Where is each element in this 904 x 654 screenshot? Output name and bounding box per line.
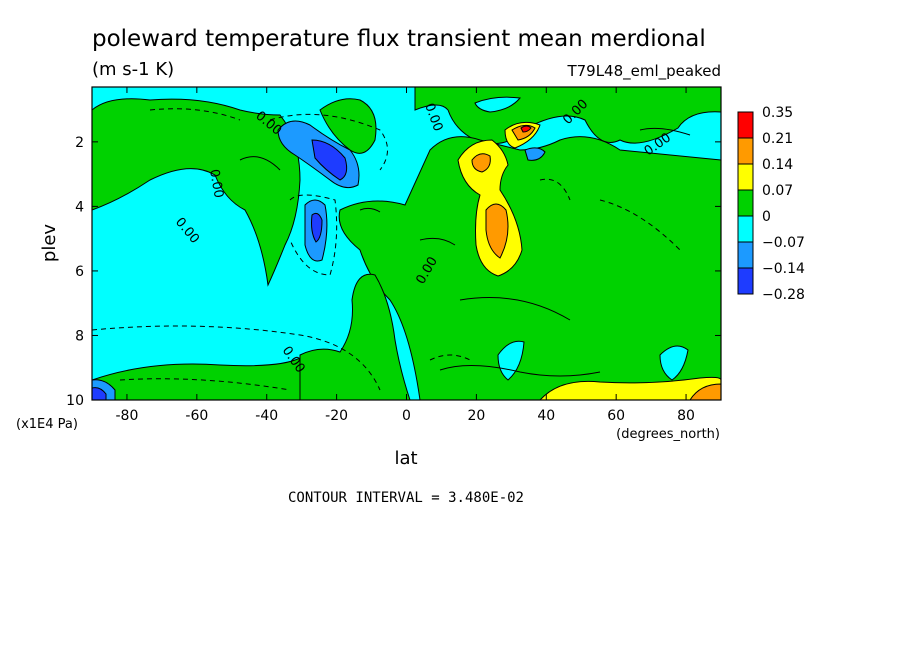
x-tick-label: 80 (677, 408, 695, 424)
dashed-contours (92, 108, 681, 391)
region-sh-lower (299, 273, 411, 400)
y-tick-label: 10 (66, 393, 84, 409)
colorbar-swatch (737, 241, 754, 269)
contour-interval: CONTOUR INTERVAL = 3.480E-02 (288, 490, 524, 506)
y-tick-label: 2 (75, 135, 84, 151)
colorbar-swatch (737, 137, 754, 165)
colorbar-swatch (737, 111, 754, 139)
x-tick-label: 0 (402, 408, 411, 424)
island-nh-upper (474, 96, 521, 113)
min-25s-upper-core (311, 139, 348, 181)
island-nh-70 (659, 345, 689, 381)
y-tick-label: 6 (75, 264, 84, 280)
negative-minima (92, 120, 546, 400)
negative-islands (474, 96, 689, 381)
x-tick-label: -80 (116, 408, 139, 424)
colorbar-swatch (737, 267, 754, 295)
units-label: (m s-1 K) (92, 59, 174, 80)
x-axis: -80 -60 -40 -20 0 20 40 60 80 (116, 87, 695, 424)
chart-title: poleward temperature flux transient mean… (92, 26, 706, 52)
x-axis-units: (degrees_north) (616, 427, 720, 442)
colorbar-swatch (737, 163, 754, 191)
region-sh-tropics (319, 98, 377, 154)
x-axis-label: lat (394, 448, 417, 469)
colorbar-label: 0.14 (762, 157, 793, 173)
run-label: T79L48_eml_peaked (566, 62, 721, 81)
colorbar-label: 0.35 (762, 105, 793, 121)
colorbar-label: −0.14 (762, 261, 805, 277)
colorbar-swatch (737, 189, 754, 217)
y-axis-units: (x1E4 Pa) (16, 417, 78, 432)
region-sh-boundary (92, 357, 301, 400)
x-tick-label: 60 (607, 408, 625, 424)
min-25s-mid-core (311, 212, 323, 243)
max-30n-red (520, 125, 532, 133)
colorbar: 0.35 0.21 0.14 0.07 0 −0.07 −0.14 −0.28 (737, 105, 805, 303)
colorbar-label: 0.21 (762, 131, 793, 147)
max-25n-orange-lower (485, 203, 509, 259)
min-sh-pole-core (92, 387, 107, 400)
x-tick-label: 40 (537, 408, 555, 424)
colorbar-swatch (737, 215, 754, 243)
region-sh-upper (92, 98, 301, 287)
min-nh-upper (524, 147, 546, 161)
x-tick-label: -20 (325, 408, 348, 424)
colorbar-label: 0.07 (762, 183, 793, 199)
y-tick-label: 4 (75, 199, 84, 215)
max-sfc-yellow (539, 376, 721, 400)
y-axis: 2 4 6 8 10 (66, 135, 721, 409)
positive-maxima (457, 121, 721, 400)
solid-contours (239, 127, 691, 377)
colorbar-label: −0.07 (762, 235, 805, 251)
contour-label: 0.00 (206, 168, 226, 199)
max-25n-orange-upper (471, 153, 491, 173)
contour-field (92, 87, 721, 400)
colorbar-label: 0 (762, 209, 771, 225)
y-axis-label: plev (39, 224, 60, 263)
x-tick-label: 20 (467, 408, 485, 424)
island-nh-35 (497, 340, 525, 381)
y-tick-label: 8 (75, 328, 84, 344)
x-tick-label: -60 (185, 408, 208, 424)
colorbar-label: −0.28 (762, 287, 805, 303)
max-sfc-orange (689, 383, 721, 400)
x-tick-label: -40 (255, 408, 278, 424)
